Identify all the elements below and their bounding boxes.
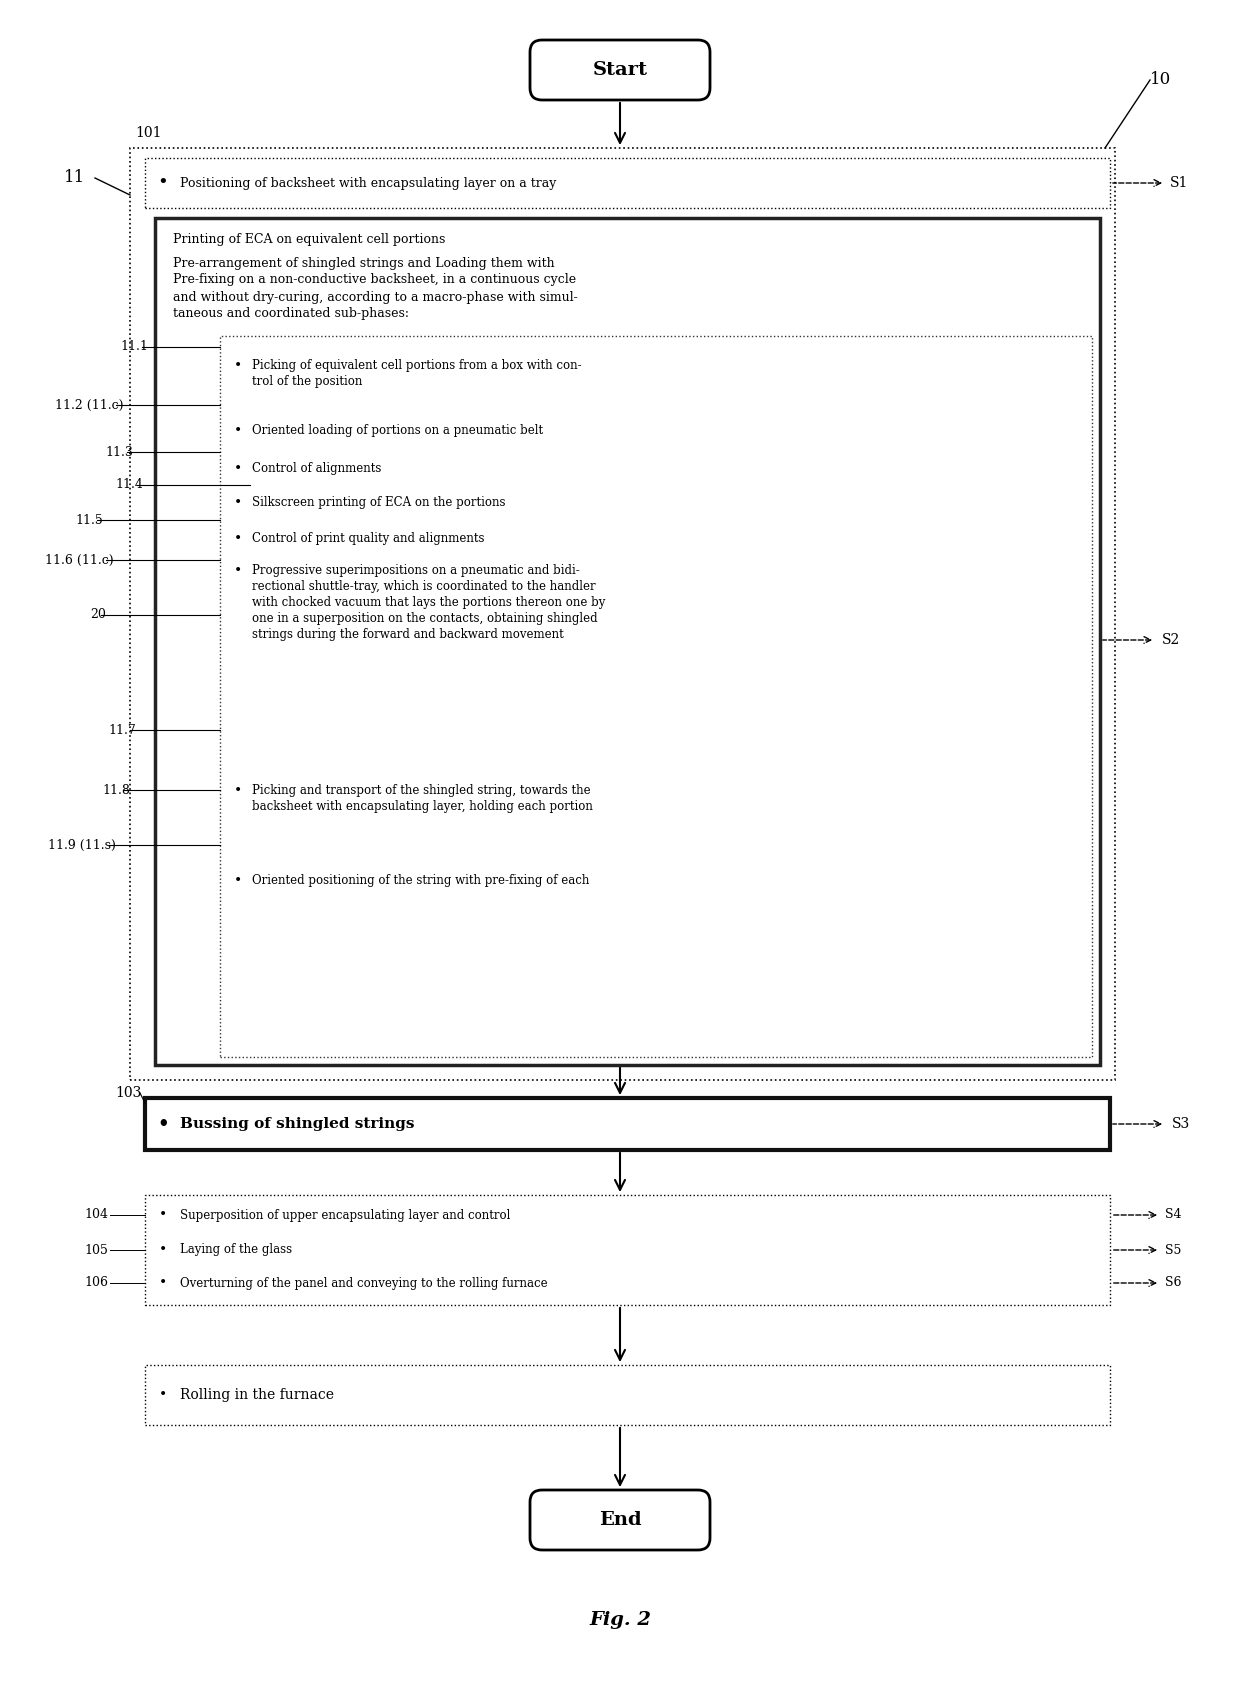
Text: rectional shuttle-tray, which is coordinated to the handler: rectional shuttle-tray, which is coordin…: [252, 579, 595, 593]
Text: Oriented positioning of the string with pre-fixing of each: Oriented positioning of the string with …: [252, 874, 589, 888]
Text: Control of print quality and alignments: Control of print quality and alignments: [252, 532, 485, 545]
Text: •: •: [159, 1276, 167, 1290]
Text: 105: 105: [84, 1244, 108, 1256]
Text: •: •: [234, 564, 242, 578]
Text: Printing of ECA on equivalent cell portions: Printing of ECA on equivalent cell porti…: [174, 233, 445, 247]
Bar: [145, 1097, 1110, 1150]
Bar: [155, 218, 1100, 1065]
Text: 104: 104: [84, 1208, 108, 1222]
Text: S3: S3: [1172, 1118, 1190, 1131]
Text: Rolling in the furnace: Rolling in the furnace: [180, 1389, 334, 1402]
Text: Bussing of shingled strings: Bussing of shingled strings: [180, 1118, 414, 1131]
Text: 103: 103: [115, 1085, 141, 1101]
Text: Positioning of backsheet with encapsulating layer on a tray: Positioning of backsheet with encapsulat…: [180, 177, 557, 189]
Text: 101: 101: [135, 126, 161, 140]
Text: one in a superposition on the contacts, obtaining shingled: one in a superposition on the contacts, …: [252, 612, 598, 625]
Text: Progressive superimpositions on a pneumatic and bidi-: Progressive superimpositions on a pneuma…: [252, 564, 580, 578]
Text: •: •: [157, 1114, 169, 1133]
Text: 11.8: 11.8: [102, 784, 130, 796]
FancyBboxPatch shape: [529, 39, 711, 101]
Bar: [219, 336, 1092, 1056]
Text: •: •: [234, 874, 242, 888]
Text: taneous and coordinated sub-phases:: taneous and coordinated sub-phases:: [174, 307, 409, 320]
Text: Start: Start: [593, 61, 647, 78]
Text: •: •: [159, 1242, 167, 1258]
Text: 11: 11: [64, 169, 86, 186]
Text: S4: S4: [1166, 1208, 1182, 1222]
FancyBboxPatch shape: [529, 1489, 711, 1551]
Text: •: •: [234, 532, 242, 545]
Text: Fig. 2: Fig. 2: [589, 1610, 651, 1629]
Text: Silkscreen printing of ECA on the portions: Silkscreen printing of ECA on the portio…: [252, 496, 506, 509]
Text: backsheet with encapsulating layer, holding each portion: backsheet with encapsulating layer, hold…: [252, 799, 593, 813]
Text: 11.4: 11.4: [115, 479, 143, 491]
Text: S2: S2: [1162, 632, 1180, 648]
Text: 11.1: 11.1: [120, 341, 148, 353]
Text: 20: 20: [91, 608, 105, 622]
Text: Laying of the glass: Laying of the glass: [180, 1244, 293, 1256]
Text: 11.5: 11.5: [74, 513, 103, 527]
Text: S5: S5: [1166, 1244, 1182, 1256]
Text: 11.3: 11.3: [105, 445, 133, 458]
Text: Picking and transport of the shingled string, towards the: Picking and transport of the shingled st…: [252, 784, 590, 797]
Text: •: •: [234, 462, 242, 475]
Text: Overturning of the panel and conveying to the rolling furnace: Overturning of the panel and conveying t…: [180, 1276, 548, 1290]
Text: and without dry-curing, according to a macro-phase with simul-: and without dry-curing, according to a m…: [174, 290, 578, 303]
Text: trol of the position: trol of the position: [252, 375, 362, 389]
Text: Control of alignments: Control of alignments: [252, 462, 382, 475]
Text: •: •: [234, 496, 242, 509]
Text: S1: S1: [1171, 176, 1188, 191]
Text: Oriented loading of portions on a pneumatic belt: Oriented loading of portions on a pneuma…: [252, 424, 543, 436]
Bar: [130, 148, 1115, 1080]
Text: Pre-fixing on a non-conductive backsheet, in a continuous cycle: Pre-fixing on a non-conductive backsheet…: [174, 274, 577, 286]
Text: 11.6 (11.c): 11.6 (11.c): [45, 554, 114, 566]
Text: strings during the forward and backward movement: strings during the forward and backward …: [252, 629, 564, 641]
Text: Pre-arrangement of shingled strings and Loading them with: Pre-arrangement of shingled strings and …: [174, 257, 554, 269]
Text: Superposition of upper encapsulating layer and control: Superposition of upper encapsulating lay…: [180, 1208, 511, 1222]
Text: Picking of equivalent cell portions from a box with con-: Picking of equivalent cell portions from…: [252, 360, 582, 371]
Text: •: •: [159, 1389, 167, 1402]
Text: 11.7: 11.7: [108, 724, 135, 736]
Text: 106: 106: [84, 1276, 108, 1290]
Text: with chocked vacuum that lays the portions thereon one by: with chocked vacuum that lays the portio…: [252, 596, 605, 608]
Text: •: •: [234, 784, 242, 797]
Text: End: End: [599, 1511, 641, 1528]
Bar: [145, 158, 1110, 208]
Text: •: •: [234, 360, 242, 373]
Text: 11.9 (11.s): 11.9 (11.s): [48, 838, 115, 852]
Text: 11.2 (11.c): 11.2 (11.c): [55, 399, 124, 411]
Text: •: •: [234, 424, 242, 438]
Bar: [145, 1365, 1110, 1425]
Text: S6: S6: [1166, 1276, 1182, 1290]
Bar: [145, 1195, 1110, 1305]
Text: •: •: [159, 1208, 167, 1222]
Text: 10: 10: [1149, 72, 1172, 89]
Text: •: •: [157, 174, 169, 193]
